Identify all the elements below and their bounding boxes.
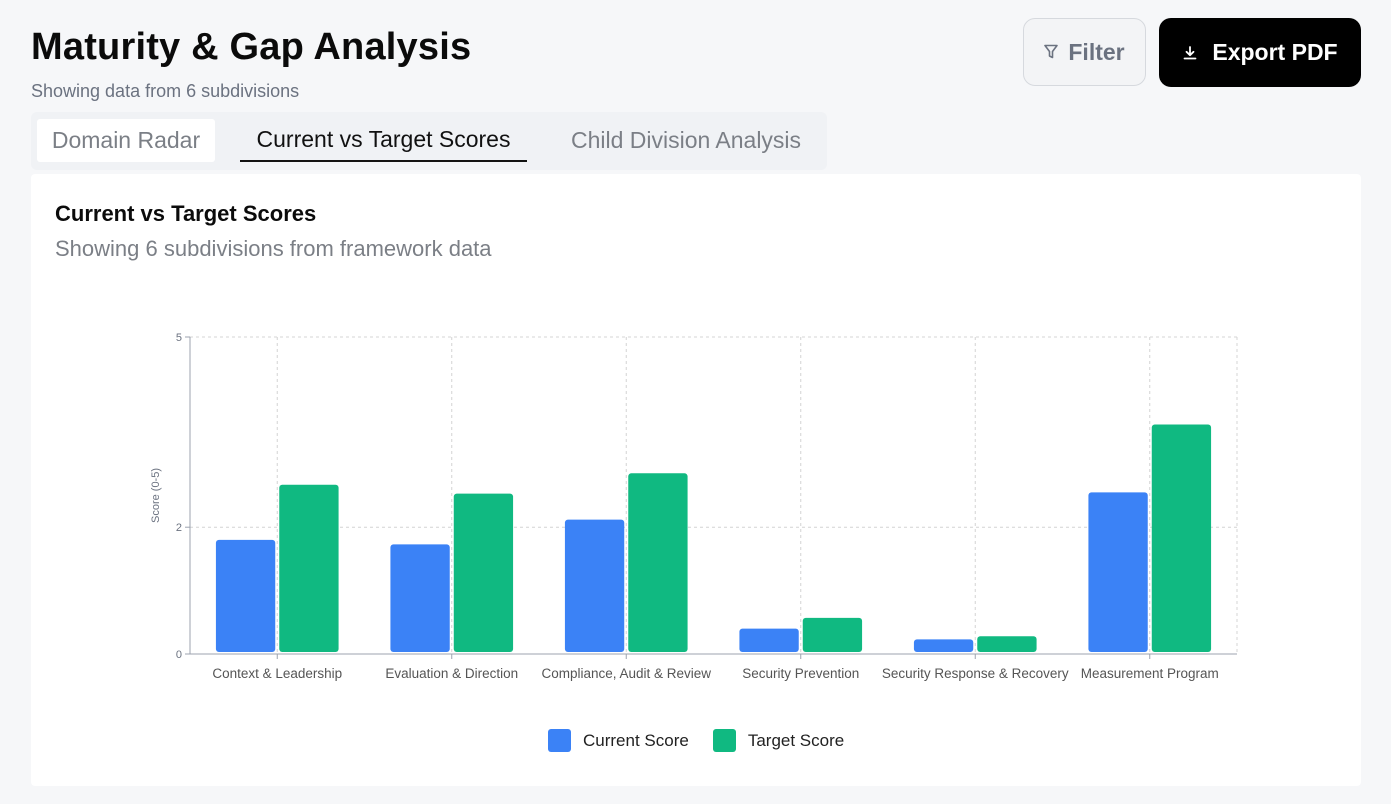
chart-card: Current vs Target Scores Showing 6 subdi… xyxy=(31,174,1361,786)
download-icon xyxy=(1183,45,1197,59)
card-subtitle: Showing 6 subdivisions from framework da… xyxy=(55,236,492,261)
bar-current-score xyxy=(913,639,974,652)
chart-legend: Current Score Target Score xyxy=(548,729,868,752)
bar-target-score xyxy=(453,493,514,652)
x-tick-label: Security Response & Recovery xyxy=(882,666,1069,681)
y-tick-label: 0 xyxy=(176,649,182,661)
filter-funnel-icon xyxy=(1044,44,1059,59)
y-tick-label: 5 xyxy=(176,332,182,344)
bar-current-score xyxy=(564,519,625,652)
tab-child-division-analysis[interactable]: Child Division Analysis xyxy=(570,127,802,153)
card-title: Current vs Target Scores xyxy=(55,201,317,226)
filter-button[interactable]: Filter xyxy=(1023,18,1146,86)
x-tick-label: Context & Leadership xyxy=(212,666,342,681)
x-tick-label: Security Prevention xyxy=(742,666,859,681)
bar-current-score xyxy=(390,544,450,652)
tab-bar: Domain Radar Current vs Target Scores Ch… xyxy=(31,112,827,170)
bar-current-score xyxy=(1088,492,1148,652)
export-pdf-label: Export PDF xyxy=(1212,39,1338,65)
page-title: Maturity & Gap Analysis xyxy=(31,26,472,68)
legend-label-current: Current Score xyxy=(583,730,689,750)
legend-item-current[interactable]: Current Score xyxy=(548,729,689,752)
legend-label-target: Target Score xyxy=(747,730,845,750)
tab-domain-radar[interactable]: Domain Radar xyxy=(37,119,215,162)
tab-current-vs-target[interactable]: Current vs Target Scores xyxy=(240,119,527,162)
bar-target-score xyxy=(1151,424,1212,652)
x-tick-label: Measurement Program xyxy=(1081,666,1219,681)
x-tick-label: Compliance, Audit & Review xyxy=(541,666,711,681)
bar-target-score xyxy=(279,484,339,652)
x-tick-label: Evaluation & Direction xyxy=(385,666,518,681)
legend-swatch-current xyxy=(548,729,571,752)
filter-button-label: Filter xyxy=(1068,38,1125,65)
bar-chart: 0 2 5 Score (0-5) Context & Leadership Evalua… xyxy=(150,332,1238,681)
bar-target-score xyxy=(628,473,688,652)
bar-current-score xyxy=(739,628,799,652)
bar-target-score xyxy=(802,617,863,652)
legend-item-target[interactable]: Target Score xyxy=(712,729,845,752)
y-axis-label: Score (0-5) xyxy=(150,468,162,523)
page-subtitle: Showing data from 6 subdivisions xyxy=(31,81,300,101)
y-tick-label: 2 xyxy=(176,522,182,534)
legend-swatch-target xyxy=(712,729,736,752)
bar-target-score xyxy=(977,636,1037,652)
bar-current-score xyxy=(215,539,276,652)
export-pdf-button[interactable]: Export PDF xyxy=(1159,18,1361,87)
